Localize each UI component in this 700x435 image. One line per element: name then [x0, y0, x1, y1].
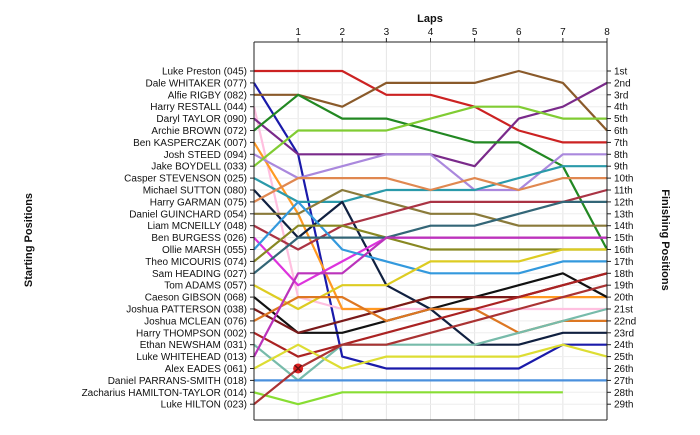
lap-tick-label-5: 5	[472, 27, 478, 38]
series-line-29	[253, 284, 608, 406]
start-label-5: Daryl TAYLOR (090)	[156, 114, 247, 125]
finish-label-13: 13th	[614, 209, 633, 220]
start-label-6: Archie BROWN (072)	[151, 126, 247, 137]
series-line-9	[253, 105, 607, 168]
series-line-18	[253, 200, 607, 275]
series-line-8	[253, 153, 607, 192]
y-axis-left-title: Starting Positions	[23, 193, 35, 287]
finish-label-9: 9th	[614, 162, 628, 173]
finish-label-23: 23rd	[614, 328, 634, 339]
start-label-8: Josh STEED (094)	[164, 150, 247, 161]
finish-label-8: 8th	[614, 150, 628, 161]
start-label-19: Tom ADAMS (057)	[164, 281, 247, 292]
finish-label-6: 6th	[614, 126, 628, 137]
start-label-15: Ben BURGESS (026)	[151, 233, 247, 244]
finish-label-7: 7th	[614, 138, 628, 149]
start-label-10: Casper STEVENSON (025)	[124, 174, 247, 185]
lap-tick-labels: 1 2 3 4 5 6 7 8	[295, 27, 610, 42]
series-line-28	[253, 391, 563, 406]
retirement-marker-cross-b	[294, 364, 303, 373]
start-label-26: Alex EADES (061)	[165, 364, 247, 375]
start-label-12: Harry GARMAN (075)	[150, 197, 247, 208]
finish-label-29: 29th	[614, 400, 633, 411]
start-label-18: Sam HEADING (027)	[152, 269, 247, 280]
lap-tick-label-2: 2	[339, 27, 345, 38]
start-label-7: Ben KASPERCZAK (007)	[133, 138, 247, 149]
start-label-1: Luke Preston (045)	[162, 67, 247, 78]
finish-label-22: 22nd	[614, 316, 636, 327]
finish-label-16: 16th	[614, 245, 633, 256]
start-label-2: Dale WHITAKER (077)	[145, 78, 247, 89]
retirement-marker	[293, 363, 304, 374]
start-label-29: Luke HILTON (023)	[161, 400, 247, 411]
lap-tick-label-8: 8	[604, 27, 610, 38]
start-label-11: Michael SUTTON (080)	[143, 186, 247, 197]
start-label-23: Harry THOMPSON (002)	[136, 328, 247, 339]
series-line-25	[253, 236, 607, 358]
finish-label-3: 3rd	[614, 90, 628, 101]
start-label-21: Joshua PATTERSON (038)	[126, 305, 247, 316]
series-line-13	[254, 188, 607, 227]
start-label-25: Luke WHITEHEAD (013)	[136, 352, 247, 363]
finish-label-24: 24th	[614, 340, 633, 351]
series-line-24	[253, 307, 608, 382]
finish-label-5: 5th	[614, 114, 628, 125]
finish-label-26: 26th	[614, 364, 633, 375]
finish-label-14: 14th	[614, 221, 633, 232]
finish-label-1: 1st	[614, 67, 628, 78]
start-label-4: Harry RESTALL (044)	[150, 102, 247, 113]
series-line-16	[253, 200, 607, 275]
finish-label-18: 18th	[614, 269, 633, 280]
series-line-26	[253, 343, 608, 370]
lap-tick-label-4: 4	[428, 27, 434, 38]
series-line-14	[253, 188, 608, 251]
start-label-27: Daniel PARRANS-SMITH (018)	[108, 376, 247, 387]
start-label-17: Theo MICOURIS (074)	[145, 257, 247, 268]
start-label-22: Joshua MCLEAN (076)	[144, 316, 247, 327]
series-lines	[252, 69, 608, 406]
finish-label-15: 15th	[614, 233, 633, 244]
start-label-9: Jake BOYDELL (033)	[151, 162, 247, 173]
finish-label-11: 11th	[614, 186, 633, 197]
series-line-1	[254, 69, 607, 144]
finish-label-17: 17th	[614, 257, 633, 268]
finish-label-10: 10th	[614, 174, 633, 185]
finish-label-20: 20th	[614, 293, 633, 304]
finish-label-25: 25th	[614, 352, 633, 363]
start-label-13: Daniel GUINCHARD (054)	[129, 209, 247, 220]
lap-tick-label-6: 6	[516, 27, 522, 38]
finish-label-19: 19th	[614, 281, 633, 292]
lap-tick-label-3: 3	[384, 27, 390, 38]
finish-label-28: 28th	[614, 388, 633, 399]
y-axis-right-title: Finishing Positions	[659, 189, 671, 290]
start-label-20: Caeson GIBSON (068)	[145, 293, 247, 304]
finish-label-21: 21st	[614, 305, 633, 316]
series-line-17	[253, 224, 607, 263]
start-label-28: Zacharius HAMILTON-TAYLOR (014)	[82, 388, 247, 399]
finish-label-4: 4th	[614, 102, 628, 113]
x-axis-title: Laps	[417, 13, 443, 25]
series-line-19	[253, 248, 607, 311]
start-label-3: Alfie RIGBY (082)	[168, 90, 247, 101]
finish-label-27: 27th	[614, 376, 633, 387]
series-line-6	[253, 93, 608, 251]
lap-tick-label-7: 7	[560, 27, 566, 38]
start-label-14: Liam MCNEILLY (048)	[147, 221, 247, 232]
start-label-24: Ethan NEWSHAM (031)	[140, 340, 247, 351]
lap-tick-label-1: 1	[295, 27, 301, 38]
starting-positions-labels: Luke Preston (045)Dale WHITAKER (077)Alf…	[82, 67, 254, 411]
series-line-2	[253, 82, 607, 370]
start-label-16: Ollie MARSH (055)	[162, 245, 247, 256]
finish-label-2: 2nd	[614, 78, 631, 89]
finish-label-12: 12th	[614, 197, 633, 208]
series-line-3	[254, 69, 608, 132]
finishing-positions-labels: 1st2nd3rd4th5th6th7th8th9th10th11th12th1…	[607, 67, 636, 411]
series-line-12	[253, 177, 607, 203]
